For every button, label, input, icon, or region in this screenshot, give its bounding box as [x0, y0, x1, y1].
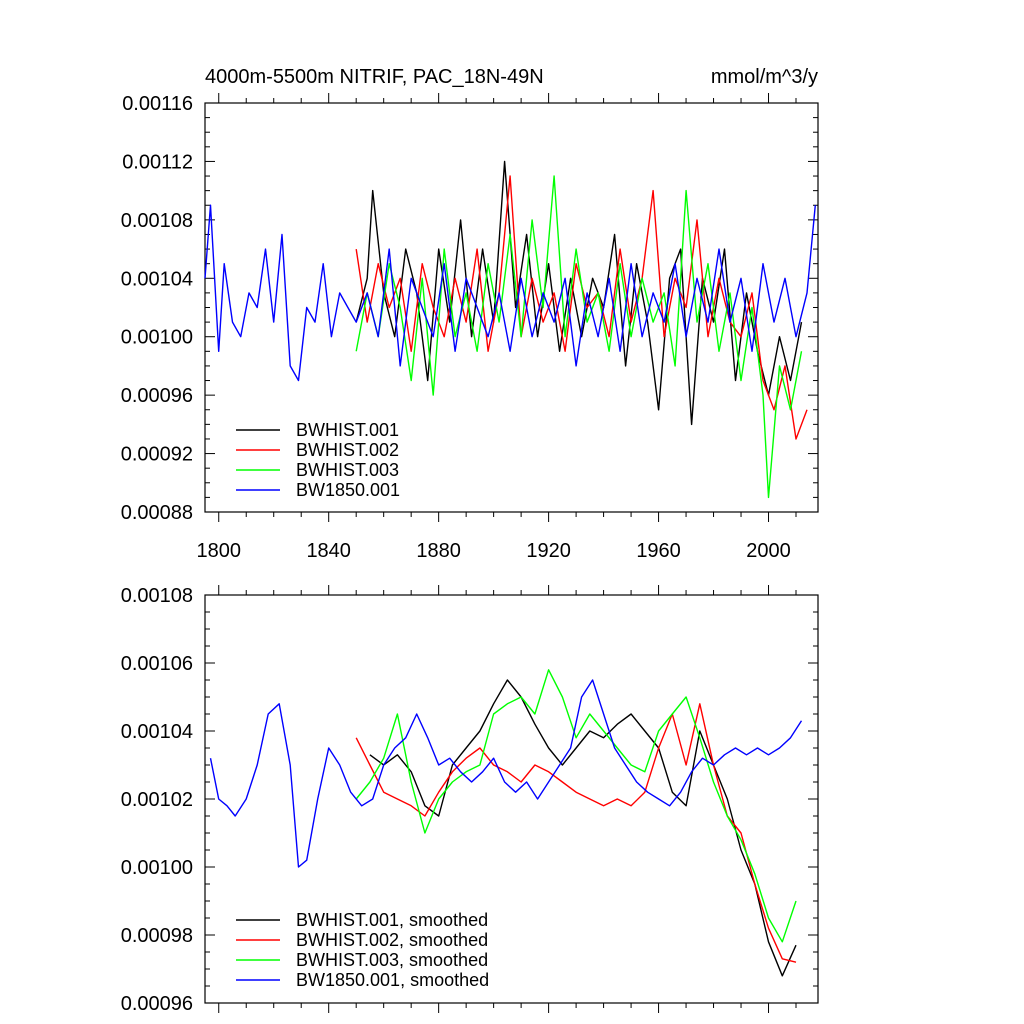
x-tick-label: 2000: [746, 540, 791, 562]
legend-entry: BWHIST.002, smoothed: [296, 930, 488, 950]
y-tick-label: 0.00096: [121, 993, 193, 1015]
series-line-1: [355, 175, 808, 440]
y-tick-label: 0.00096: [121, 385, 193, 407]
legend-entry: BWHIST.002: [296, 440, 399, 460]
x-tick-label: 1920: [526, 540, 571, 562]
y-tick-label: 0.00108: [121, 210, 193, 232]
y-tick-label: 0.00112: [122, 151, 193, 173]
top-panel: 0.00088 0.00092 0.00096 0.00100 0.00104 0.001…: [121, 66, 819, 562]
legend-entry: BWHIST.003, smoothed: [296, 950, 488, 970]
y-tick-label: 0.00088: [121, 502, 193, 524]
series-line-3: [209, 679, 803, 868]
legend-entry: BW1850.001, smoothed: [296, 970, 489, 990]
y-tick-label: 0.00100: [121, 857, 193, 879]
series-line-3: [204, 204, 816, 382]
y-tick-label: 0.00116: [122, 93, 193, 115]
units-label: mmol/m^3/y: [711, 66, 818, 88]
y-tick-label: 0.00098: [121, 925, 193, 947]
y-tick-label: 0.00108: [121, 585, 193, 607]
series-line-0: [369, 679, 797, 977]
y-tick-label: 0.00104: [121, 721, 193, 743]
series-line-2: [355, 175, 803, 499]
legend-entry: BWHIST.001: [296, 420, 399, 440]
y-tick-label: 0.00102: [121, 789, 193, 811]
x-tick-label: 1840: [306, 540, 351, 562]
legend-entry: BWHIST.003: [296, 460, 399, 480]
legend-entry: BWHIST.001, smoothed: [296, 910, 488, 930]
x-tick-label: 1880: [416, 540, 461, 562]
y-tick-label: 0.00106: [121, 653, 193, 675]
x-tick-label: 1800: [196, 540, 241, 562]
legend-entry: BW1850.001: [296, 480, 400, 500]
y-tick-label: 0.00104: [121, 268, 193, 290]
series-line-2: [355, 669, 797, 943]
y-tick-label: 0.00092: [121, 444, 193, 466]
y-tick-label: 0.00100: [121, 327, 193, 349]
bottom-panel: 0.00096 0.00098 0.00100 0.00102 0.00104 0.001…: [121, 585, 819, 1015]
series-line-1: [355, 703, 797, 963]
chart-title: 4000m-5500m NITRIF, PAC_18N-49N: [205, 66, 544, 88]
series-line-0: [355, 160, 803, 426]
x-tick-label: 1960: [636, 540, 681, 562]
